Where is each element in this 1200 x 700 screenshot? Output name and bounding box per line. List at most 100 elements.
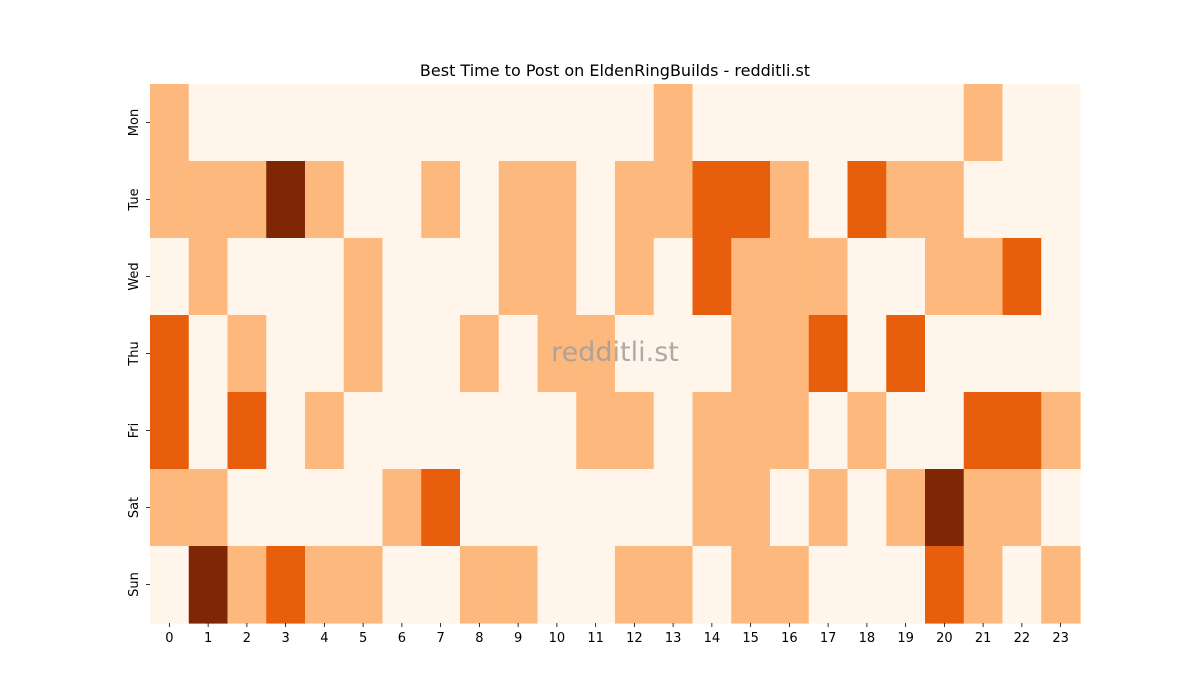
heatmap-cell-tue-3: [266, 161, 306, 239]
heatmap-cell-wed-4: [305, 238, 345, 316]
heatmap-cell-tue-13: [653, 161, 694, 239]
watermark: redditli.st: [551, 337, 679, 368]
heatmap-cell-tue-4: [305, 161, 345, 239]
heatmap-cell-fri-19: [886, 392, 926, 470]
heatmap-cell-mon-16: [770, 84, 810, 162]
heatmap-cell-tue-1: [188, 161, 229, 239]
x-tick-label: 7: [436, 631, 444, 646]
x-tick-label: 13: [665, 631, 682, 646]
heatmap-cell-wed-13: [653, 238, 694, 316]
heatmap-cell-wed-12: [615, 238, 655, 316]
heatmap-cell-fri-17: [808, 392, 849, 470]
heatmap-cell-sat-10: [537, 469, 577, 547]
heatmap-cell-wed-1: [188, 238, 229, 316]
y-tick-label: Fri: [127, 423, 142, 439]
heatmap-cell-mon-0: [150, 84, 190, 162]
heatmap-cell-sat-15: [731, 469, 771, 547]
heatmap-cell-sun-18: [847, 546, 887, 624]
heatmap-cell-sat-5: [343, 469, 384, 547]
x-tick-label: 8: [475, 631, 483, 646]
heatmap-cell-tue-0: [150, 161, 190, 239]
heatmap-cell-sun-6: [382, 546, 422, 624]
heatmap-cell-fri-5: [343, 392, 384, 470]
heatmap-cell-sun-0: [150, 546, 190, 624]
heatmap-cell-mon-23: [1041, 84, 1081, 162]
heatmap-cell-fri-3: [266, 392, 306, 470]
heatmap-cell-fri-12: [615, 392, 655, 470]
heatmap-cell-tue-23: [1041, 161, 1081, 239]
heatmap-cell-fri-1: [188, 392, 229, 470]
x-tick-label: 14: [704, 631, 721, 646]
x-tick-label: 15: [742, 631, 759, 646]
heatmap-cell-thu-4: [305, 315, 345, 393]
heatmap-cell-fri-14: [692, 392, 732, 470]
x-tick-label: 20: [936, 631, 953, 646]
heatmap-cell-sun-15: [731, 546, 771, 624]
heatmap-cell-sun-2: [227, 546, 267, 624]
heatmap-cell-mon-11: [576, 84, 616, 162]
heatmap-cell-thu-19: [886, 315, 926, 393]
heatmap-cell-mon-19: [886, 84, 926, 162]
heatmap-cell-thu-12: [615, 315, 655, 393]
heatmap-cell-sun-13: [653, 546, 694, 624]
heatmap-cell-thu-7: [421, 315, 461, 393]
heatmap-cell-fri-18: [847, 392, 887, 470]
heatmap-cell-sat-17: [808, 469, 849, 547]
heatmap-cell-mon-8: [460, 84, 500, 162]
heatmap-cell-thu-17: [808, 315, 849, 393]
heatmap-cell-sun-10: [537, 546, 577, 624]
heatmap-cell-wed-16: [770, 238, 810, 316]
heatmap-cell-sat-2: [227, 469, 267, 547]
heatmap-cell-sun-21: [963, 546, 1004, 624]
heatmap-cell-wed-17: [808, 238, 849, 316]
x-tick-label: 6: [398, 631, 406, 646]
heatmap-cell-fri-6: [382, 392, 422, 470]
heatmap-cell-tue-10: [537, 161, 577, 239]
heatmap-cell-sun-14: [692, 546, 732, 624]
heatmap-cell-tue-8: [460, 161, 500, 239]
heatmap-cells: [150, 84, 1081, 624]
heatmap-cell-sat-23: [1041, 469, 1081, 547]
heatmap-cell-wed-9: [498, 238, 539, 316]
heatmap-cell-mon-2: [227, 84, 267, 162]
heatmap-cell-sun-20: [925, 546, 965, 624]
heatmap-cell-fri-16: [770, 392, 810, 470]
heatmap-cell-thu-10: [537, 315, 577, 393]
heatmap-cell-thu-0: [150, 315, 190, 393]
heatmap-cell-sun-19: [886, 546, 926, 624]
heatmap-cell-mon-7: [421, 84, 461, 162]
heatmap-cell-tue-16: [770, 161, 810, 239]
heatmap-cell-wed-8: [460, 238, 500, 316]
heatmap-cell-thu-14: [692, 315, 732, 393]
heatmap-cell-thu-9: [498, 315, 539, 393]
heatmap-cell-tue-14: [692, 161, 732, 239]
heatmap-cell-sat-11: [576, 469, 616, 547]
heatmap-cell-tue-20: [925, 161, 965, 239]
heatmap-cell-thu-22: [1002, 315, 1042, 393]
heatmap-cell-wed-14: [692, 238, 732, 316]
heatmap-cell-sat-1: [188, 469, 229, 547]
heatmap-cell-sat-22: [1002, 469, 1042, 547]
x-tick-label: 1: [204, 631, 212, 646]
heatmap-cell-fri-23: [1041, 392, 1081, 470]
heatmap-cell-thu-3: [266, 315, 306, 393]
heatmap-cell-mon-20: [925, 84, 965, 162]
heatmap-cell-mon-18: [847, 84, 887, 162]
y-tick-label: Tue: [127, 188, 142, 211]
heatmap-cell-fri-0: [150, 392, 190, 470]
heatmap-cell-tue-19: [886, 161, 926, 239]
x-tick-label: 5: [359, 631, 367, 646]
heatmap-cell-thu-20: [925, 315, 965, 393]
heatmap-cell-thu-11: [576, 315, 616, 393]
heatmap-cell-fri-15: [731, 392, 771, 470]
heatmap-cell-thu-15: [731, 315, 771, 393]
heatmap-cell-sat-3: [266, 469, 306, 547]
x-tick-label: 12: [626, 631, 643, 646]
heatmap-cell-sat-14: [692, 469, 732, 547]
heatmap-cell-sat-12: [615, 469, 655, 547]
x-tick-label: 0: [165, 631, 173, 646]
heatmap-cell-mon-3: [266, 84, 306, 162]
heatmap-cell-tue-17: [808, 161, 849, 239]
heatmap-cell-mon-12: [615, 84, 655, 162]
heatmap-cell-wed-5: [343, 238, 384, 316]
